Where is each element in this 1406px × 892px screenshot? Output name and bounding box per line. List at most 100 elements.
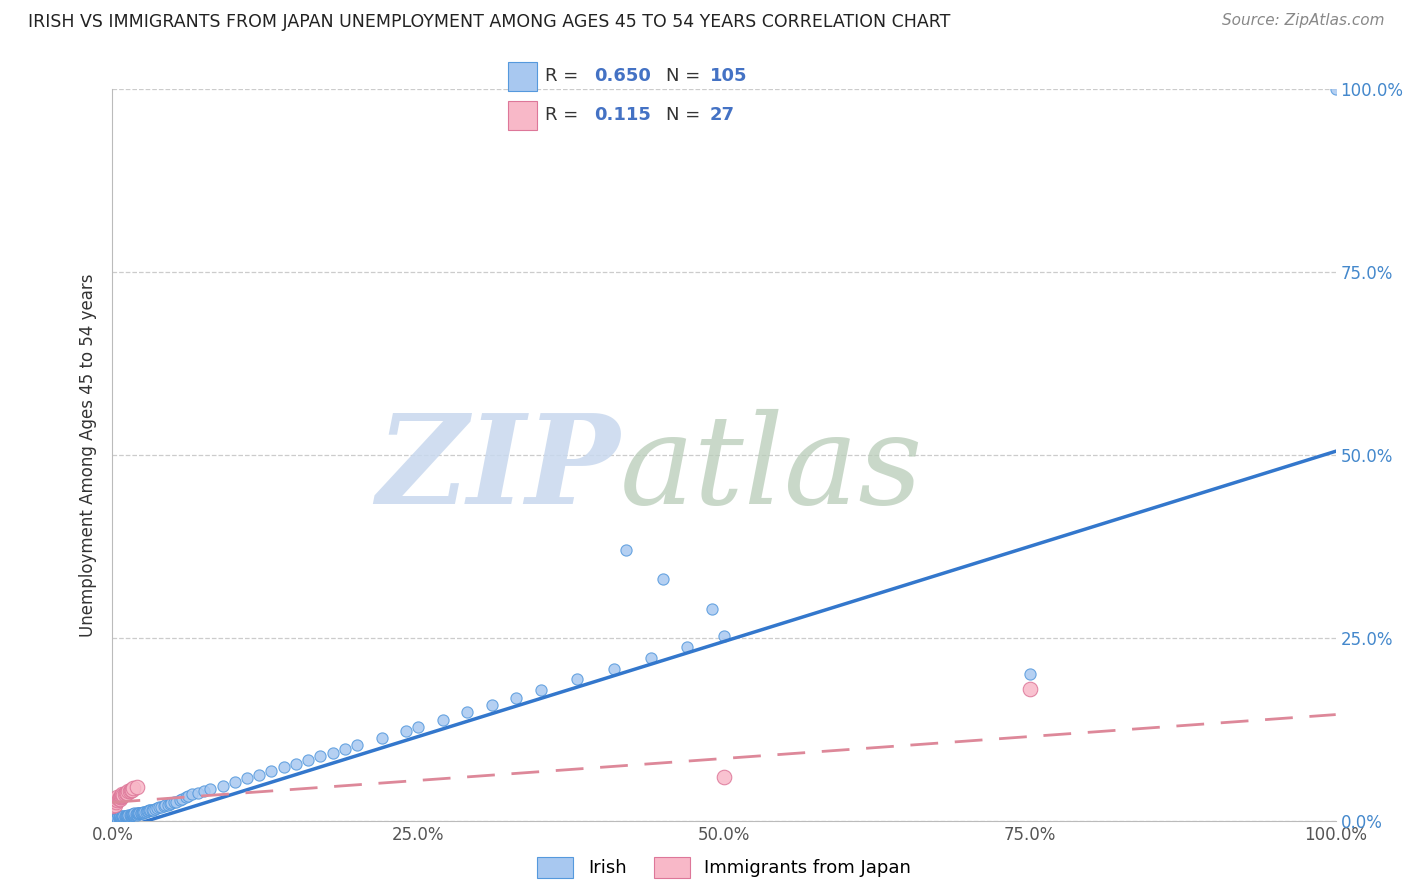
Legend: Irish, Immigrants from Japan: Irish, Immigrants from Japan <box>530 849 918 885</box>
Text: R =: R = <box>546 105 585 123</box>
Point <box>108 810 131 824</box>
Point <box>181 787 204 801</box>
Point <box>395 723 418 738</box>
Point <box>108 811 131 825</box>
Point <box>115 809 138 823</box>
Y-axis label: Unemployment Among Ages 45 to 54 years: Unemployment Among Ages 45 to 54 years <box>79 273 97 637</box>
Point <box>141 803 163 817</box>
Text: N =: N = <box>666 105 706 123</box>
Point <box>111 809 134 823</box>
Point <box>676 640 699 654</box>
Point <box>101 799 124 814</box>
Point <box>652 572 675 586</box>
Point <box>103 812 125 826</box>
Point <box>115 808 138 822</box>
Point <box>117 784 139 798</box>
Point <box>120 807 142 822</box>
Point <box>118 807 141 822</box>
Text: R =: R = <box>546 68 585 86</box>
Point <box>260 764 283 778</box>
Point <box>160 796 183 810</box>
Point <box>129 805 152 820</box>
Point <box>110 789 132 803</box>
Point <box>187 786 209 800</box>
Point <box>153 798 176 813</box>
Point <box>713 629 735 643</box>
Point <box>122 807 145 822</box>
Point <box>108 809 131 823</box>
Point <box>117 807 139 822</box>
Point <box>112 788 135 802</box>
Point <box>114 809 136 823</box>
Text: 105: 105 <box>710 68 747 86</box>
Point <box>104 797 127 812</box>
Point <box>115 786 138 800</box>
Point <box>200 782 222 797</box>
Point <box>110 811 132 825</box>
Point <box>122 807 145 822</box>
Point <box>145 801 167 815</box>
Point <box>297 753 319 767</box>
Point <box>124 806 146 821</box>
Point <box>333 742 356 756</box>
Point <box>273 760 295 774</box>
Point <box>614 543 637 558</box>
Point <box>322 746 344 760</box>
Point <box>567 673 589 687</box>
Point <box>131 805 153 820</box>
Point <box>640 650 662 665</box>
Text: IRISH VS IMMIGRANTS FROM JAPAN UNEMPLOYMENT AMONG AGES 45 TO 54 YEARS CORRELATIO: IRISH VS IMMIGRANTS FROM JAPAN UNEMPLOYM… <box>28 13 950 31</box>
Point <box>110 810 132 824</box>
Point <box>159 797 181 811</box>
Point <box>134 805 156 819</box>
Point <box>1324 82 1347 96</box>
Point <box>247 767 270 781</box>
Point <box>432 713 454 727</box>
Point <box>136 804 159 818</box>
Text: ZIP: ZIP <box>377 409 620 531</box>
Point <box>125 780 148 794</box>
Point <box>163 796 186 810</box>
Point <box>105 811 128 825</box>
Point <box>177 789 200 803</box>
Point <box>134 805 156 819</box>
Point <box>104 812 127 826</box>
Point <box>143 802 166 816</box>
Point <box>165 795 187 809</box>
Point <box>193 784 215 798</box>
Point <box>122 781 145 796</box>
Text: 0.115: 0.115 <box>595 105 651 123</box>
Point <box>529 683 551 698</box>
Point <box>120 783 142 797</box>
Point <box>108 790 131 805</box>
Point <box>128 805 150 820</box>
Point <box>114 787 136 801</box>
Point <box>128 806 150 821</box>
Point <box>114 810 136 824</box>
Point <box>115 786 138 800</box>
Point <box>125 807 148 822</box>
Point <box>135 804 157 818</box>
Point <box>105 793 128 807</box>
Point <box>103 796 125 810</box>
Point <box>115 808 138 822</box>
Point <box>174 790 197 805</box>
Point <box>107 812 129 826</box>
Point <box>125 807 148 822</box>
Point <box>370 731 392 745</box>
Point <box>309 749 332 764</box>
Point <box>172 791 194 805</box>
Point <box>107 810 129 824</box>
Point <box>125 806 148 821</box>
Point <box>142 803 165 817</box>
Point <box>408 720 430 734</box>
Point <box>105 790 128 805</box>
Point <box>127 807 149 822</box>
Point <box>127 806 149 821</box>
Point <box>150 799 173 814</box>
FancyBboxPatch shape <box>508 101 537 130</box>
Point <box>112 809 135 823</box>
Point <box>111 810 134 824</box>
Point <box>224 775 246 789</box>
Point <box>110 790 132 805</box>
